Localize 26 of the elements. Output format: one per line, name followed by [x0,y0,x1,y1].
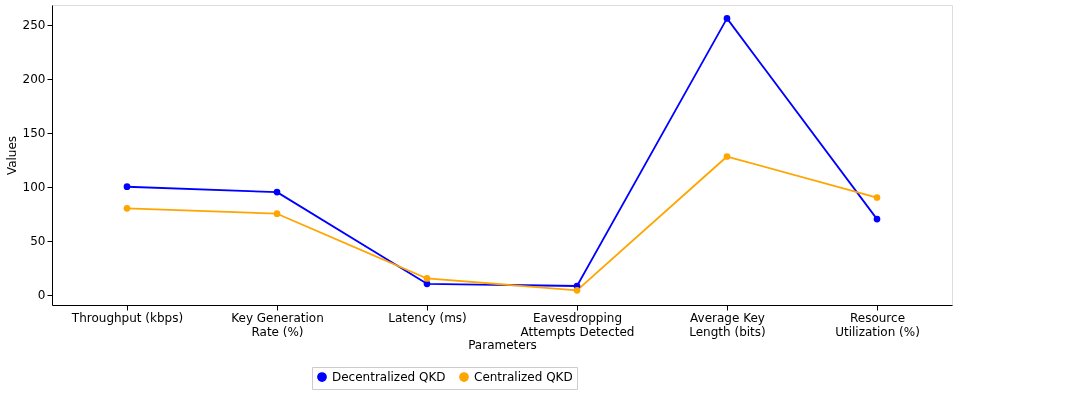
y-tick-label: 250 [22,18,46,33]
point [123,183,131,191]
point [723,15,731,22]
y-tick-label: 200 [22,72,46,87]
y-tick-label: 50 [30,234,46,249]
y-tick-label: 100 [22,180,46,195]
x-axis-title: Parameters [468,337,537,352]
point [123,204,131,212]
y-axis-title: Values [4,135,19,176]
x-tick-label: Eavesdropping Attempts Detected [520,310,635,339]
y-tick-label: 150 [22,126,46,141]
x-tick-label: Latency (ms) [388,310,467,325]
legend-label: Decentralized QKD [332,370,446,385]
x-tick-label: Average Key Length (bits) [689,310,766,339]
x-tick-label: Key Generation Rate (%) [231,310,324,339]
legend-label: Centralized QKD [474,370,573,385]
x-tick-label: Resource Utilization (%) [835,310,920,339]
y-tick-label: 0 [37,288,46,303]
point [723,153,731,160]
point [873,215,881,223]
point [573,286,581,294]
point [273,188,281,196]
point [423,275,431,282]
point [873,194,881,201]
x-tick-label: Throughput (kbps) [70,310,184,325]
point [273,210,281,218]
